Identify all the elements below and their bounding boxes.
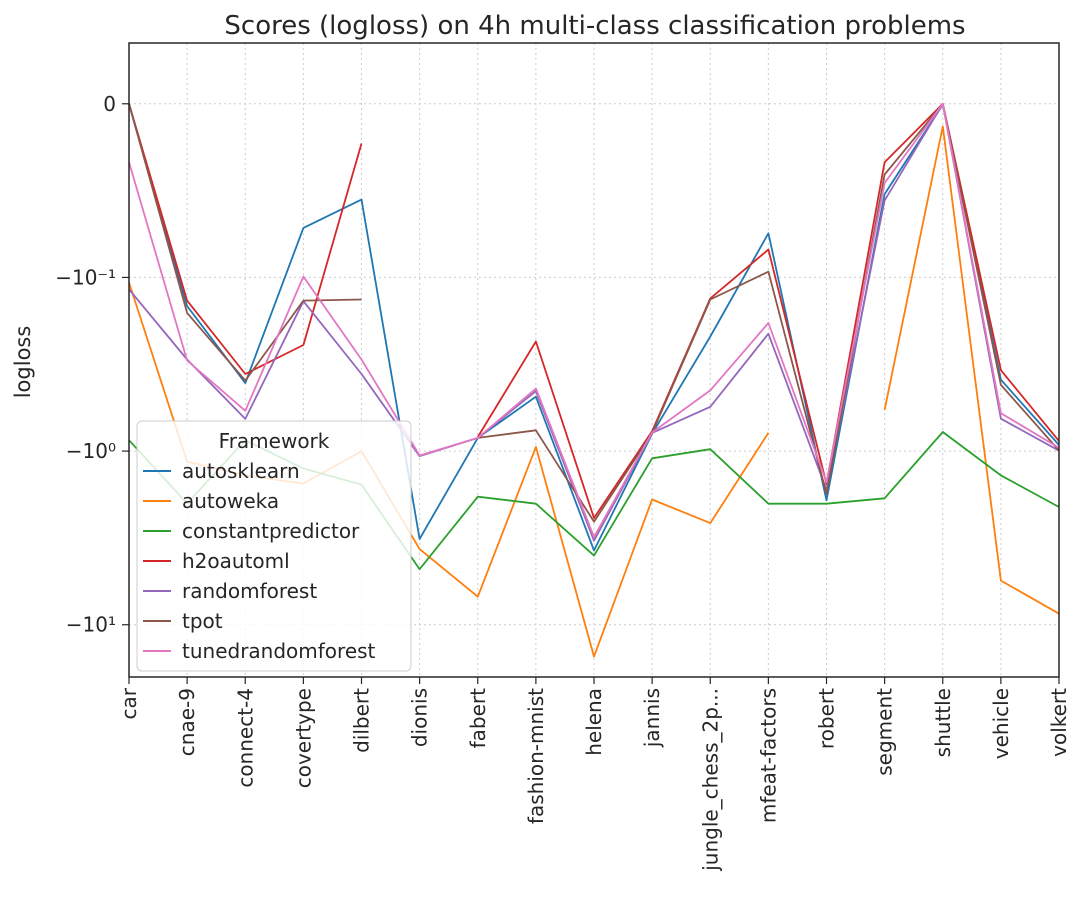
axis-ticks: car cnae-9 connect-4 covertype dilbert dionis… xyxy=(55,92,1071,872)
legend-entry-tpot: tpot xyxy=(182,609,223,633)
legend-title: Framework xyxy=(219,429,330,453)
x-tick-label: cnae-9 xyxy=(175,688,199,756)
legend-entry-autosklearn: autosklearn xyxy=(182,459,300,483)
chart-title: Scores (logloss) on 4h multi-class class… xyxy=(224,11,965,41)
legend-entry-autoweka: autoweka xyxy=(182,489,279,513)
y-tick-label: −10⁻¹ xyxy=(55,265,116,289)
legend-entry-constantpredictor: constantpredictor xyxy=(182,519,360,543)
y-axis-label: logloss xyxy=(11,326,35,399)
series-line-tunedrandomforest xyxy=(128,102,1060,538)
x-tick-label: shuttle xyxy=(931,688,955,757)
x-tick-label: fabert xyxy=(466,688,490,749)
legend-entry-randomforest: randomforest xyxy=(182,579,317,603)
series-line-tpot xyxy=(128,102,1060,523)
series-line-randomforest xyxy=(128,102,1060,542)
x-tick-label: car xyxy=(117,687,141,719)
y-tick-label: 0 xyxy=(103,92,116,116)
series-line-h2oautoml xyxy=(128,102,1060,519)
x-tick-label: dilbert xyxy=(350,688,374,753)
legend: Framework autosklearn autoweka constantpred… xyxy=(136,420,412,672)
legend-box xyxy=(136,420,412,672)
y-tick-label: −10⁰ xyxy=(66,439,116,463)
x-tick-label: jannis xyxy=(640,688,664,748)
x-tick-label: segment xyxy=(873,688,897,776)
x-tick-label: connect-4 xyxy=(233,688,257,788)
legend-entry-tunedrandomforest: tunedrandomforest xyxy=(182,639,376,663)
series-line-autosklearn xyxy=(128,103,1060,552)
y-tick-label: −10¹ xyxy=(66,613,116,637)
x-tick-label: mfeat-factors xyxy=(756,688,780,823)
x-tick-label: jungle_chess_2p... xyxy=(698,688,722,872)
x-tick-label: fashion-mnist xyxy=(524,688,548,824)
x-tick-label: dionis xyxy=(408,688,432,747)
x-tick-label: vehicle xyxy=(989,688,1013,759)
x-tick-label: robert xyxy=(815,688,839,749)
x-tick-label: volkert xyxy=(1047,688,1071,757)
x-tick-label: covertype xyxy=(291,688,315,788)
legend-entry-h2oautoml: h2oautoml xyxy=(182,549,290,573)
x-tick-label: helena xyxy=(582,688,606,756)
